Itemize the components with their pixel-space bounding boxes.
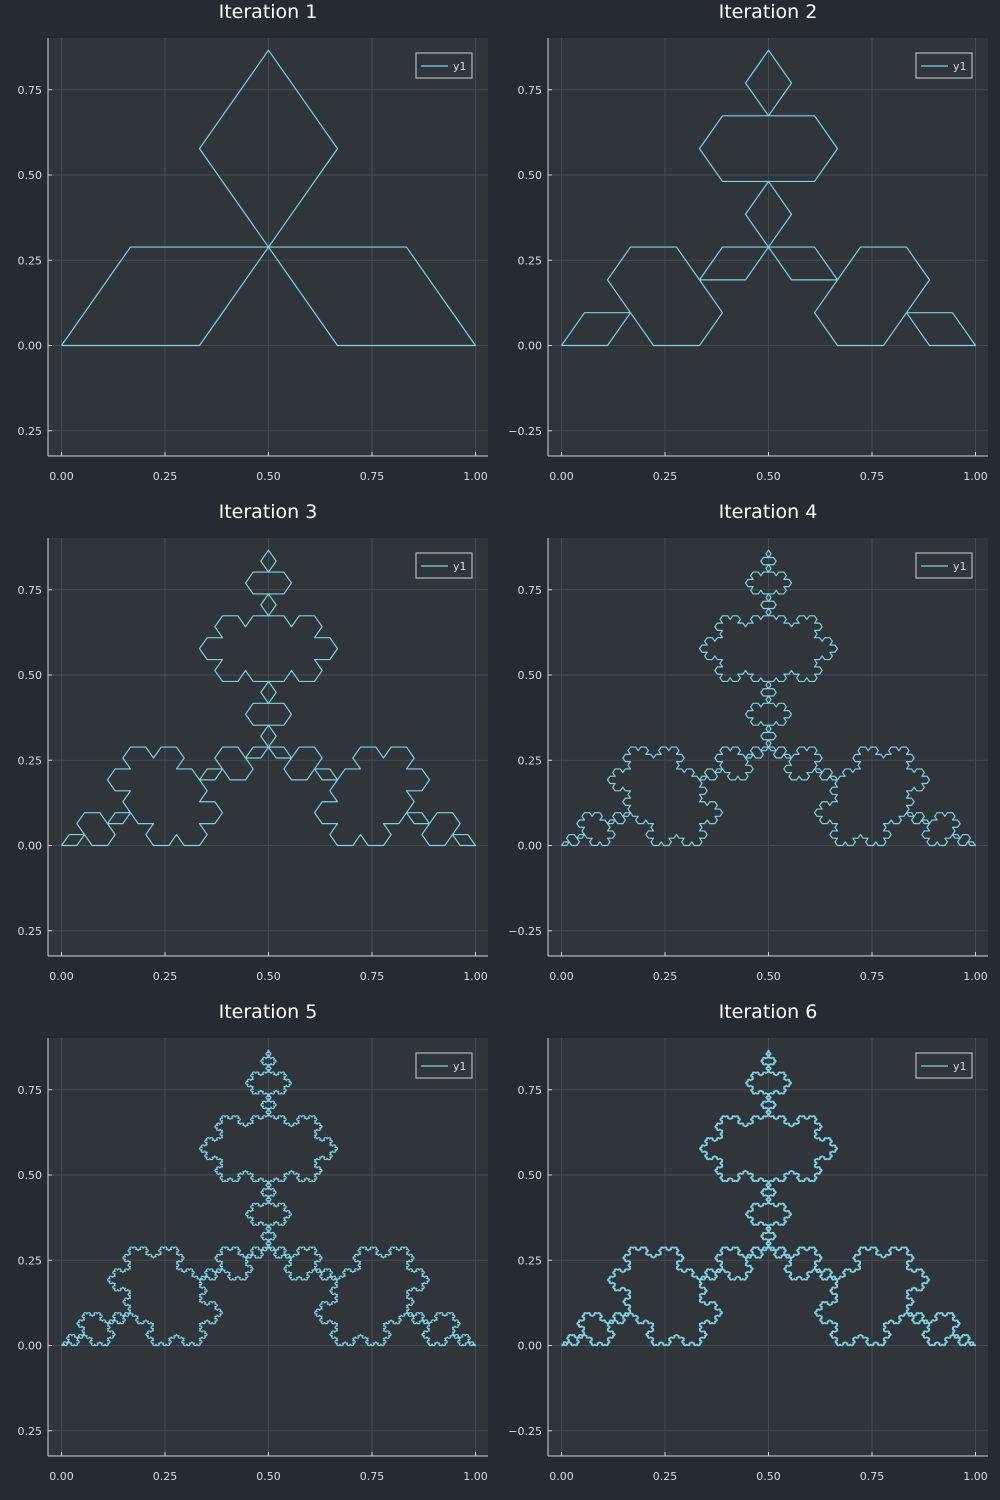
series-y1-line (561, 1049, 977, 1347)
x-tick-label: 0.50 (256, 970, 281, 983)
y-tick-label: 0.50 (518, 669, 543, 682)
x-tick-label: 0.00 (49, 470, 74, 483)
panel-5: Iteration 5 0.00 0.25 0.50 0.75 1.00 0.25 0.00 0… (18, 1001, 488, 1483)
legend: y1 (915, 1052, 973, 1079)
x-tick-label: 0.75 (860, 470, 885, 483)
panel-title: Iteration 4 (719, 501, 818, 523)
y-tick-label: 0.00 (18, 1340, 43, 1353)
x-tick-label: 1.00 (963, 1470, 988, 1483)
panel-title: Iteration 6 (719, 1001, 818, 1023)
y-tick-label: 0.75 (518, 1084, 543, 1097)
x-tick-label: 1.00 (963, 470, 988, 483)
legend-label: y1 (453, 560, 467, 573)
panel-4: Iteration 4 0.00 0.25 0.50 0.75 1.00 −0.25 0.00… (508, 501, 988, 983)
legend: y1 (915, 552, 973, 579)
x-tick-label: 0.25 (153, 970, 178, 983)
y-tick-label: 0.50 (518, 1169, 543, 1182)
y-tick-label: 0.25 (18, 1254, 43, 1267)
series-y1-line (61, 549, 477, 847)
panel-title: Iteration 5 (219, 1001, 318, 1023)
x-tick-label: 0.75 (360, 970, 385, 983)
panel-title: Iteration 2 (719, 1, 818, 23)
y-tick-label: 0.25 (18, 1425, 43, 1438)
x-tick-label: 1.00 (463, 970, 488, 983)
y-tick-label: 0.25 (18, 425, 43, 438)
x-tick-label: 0.50 (756, 970, 781, 983)
legend: y1 (415, 52, 473, 79)
y-tick-label: 0.25 (518, 754, 543, 767)
series-y1-line (561, 549, 977, 847)
x-tick-label: 0.50 (756, 1470, 781, 1483)
x-tick-label: 0.75 (860, 1470, 885, 1483)
x-tick-label: 0.75 (360, 470, 385, 483)
x-tick-label: 0.50 (756, 470, 781, 483)
y-tick-label: 0.25 (18, 754, 43, 767)
legend-label: y1 (953, 60, 967, 73)
x-tick-label: 0.00 (49, 1470, 74, 1483)
y-tick-label: 0.00 (518, 1340, 543, 1353)
legend-label: y1 (453, 60, 467, 73)
x-tick-label: 0.75 (360, 1470, 385, 1483)
x-tick-label: 0.00 (49, 970, 74, 983)
panel-6: Iteration 6 0.00 0.25 0.50 0.75 1.00 −0.25 0.00… (508, 1001, 988, 1483)
y-tick-label: 0.25 (18, 925, 43, 938)
series-y1-line (561, 49, 977, 347)
y-tick-label: −0.25 (508, 1425, 542, 1438)
y-tick-label: 0.75 (18, 84, 43, 97)
x-tick-label: 0.75 (860, 970, 885, 983)
legend: y1 (915, 52, 973, 79)
y-tick-label: 0.75 (18, 1084, 43, 1097)
legend-label: y1 (953, 560, 967, 573)
y-tick-label: 0.25 (518, 254, 543, 267)
x-tick-label: 0.00 (549, 970, 574, 983)
x-tick-label: 1.00 (463, 1470, 488, 1483)
y-tick-label: 0.50 (518, 169, 543, 182)
y-tick-label: −0.25 (508, 925, 542, 938)
legend: y1 (415, 552, 473, 579)
y-tick-label: 0.00 (518, 840, 543, 853)
y-tick-label: 0.50 (18, 1169, 43, 1182)
y-tick-label: −0.25 (508, 425, 542, 438)
legend-label: y1 (453, 1060, 467, 1073)
x-tick-label: 0.00 (549, 470, 574, 483)
x-tick-label: 0.25 (653, 470, 678, 483)
panel-3: Iteration 3 0.00 0.25 0.50 0.75 1.00 0.25 0.00 0… (18, 501, 488, 983)
x-tick-label: 0.50 (256, 1470, 281, 1483)
x-tick-label: 0.25 (653, 1470, 678, 1483)
panel-title: Iteration 3 (219, 501, 318, 523)
y-tick-label: 0.00 (18, 340, 43, 353)
y-tick-label: 0.00 (18, 840, 43, 853)
legend: y1 (415, 1052, 473, 1079)
x-tick-label: 0.25 (153, 470, 178, 483)
y-tick-label: 0.75 (518, 584, 543, 597)
y-tick-label: 0.25 (18, 254, 43, 267)
y-tick-label: 0.50 (18, 669, 43, 682)
x-tick-label: 1.00 (963, 970, 988, 983)
y-tick-label: 0.25 (518, 1254, 543, 1267)
x-tick-label: 1.00 (463, 470, 488, 483)
y-tick-label: 0.75 (18, 584, 43, 597)
series-y1-line (61, 49, 477, 347)
x-tick-label: 0.50 (256, 470, 281, 483)
y-tick-label: 0.50 (18, 169, 43, 182)
panel-1: Iteration 1 0.00 0.25 0.50 0.75 1.00 0.25 0.00 0… (18, 1, 488, 483)
series-y1-line (61, 1049, 477, 1347)
legend-label: y1 (953, 1060, 967, 1073)
panel-title: Iteration 1 (219, 1, 318, 23)
panel-2: Iteration 2 0.00 0.25 0.50 0.75 1.00 −0.25 0.00… (508, 1, 988, 483)
y-tick-label: 0.00 (518, 340, 543, 353)
x-tick-label: 0.25 (153, 1470, 178, 1483)
x-tick-label: 0.25 (653, 970, 678, 983)
x-tick-label: 0.00 (549, 1470, 574, 1483)
y-tick-label: 0.75 (518, 84, 543, 97)
